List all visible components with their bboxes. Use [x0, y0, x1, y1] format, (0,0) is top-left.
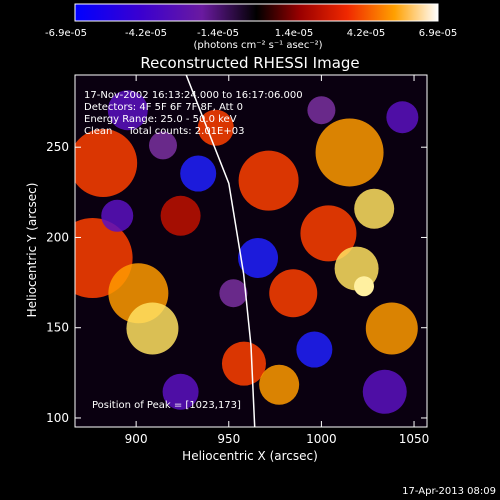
image-texture-blob — [101, 199, 134, 232]
annotation-clean: Clean Total counts: 2.01E+03 — [84, 126, 244, 137]
colorbar-tick-label: 6.9e-05 — [419, 28, 457, 39]
image-texture-blob — [386, 101, 419, 134]
peak-position-label: Position of Peak = [1023,173] — [92, 400, 241, 411]
heatmap-image — [75, 75, 427, 427]
y-tick-label: 250 — [46, 140, 69, 154]
image-texture-blob — [365, 302, 418, 355]
image-texture-blob — [238, 238, 279, 279]
image-texture-blob — [269, 269, 318, 318]
x-tick-label: 1000 — [306, 432, 337, 446]
colorbar-tick-label: 4.2e-05 — [347, 28, 385, 39]
x-tick-label: 1050 — [399, 432, 430, 446]
image-texture-blob — [162, 373, 199, 410]
colorbar-tick-label: 1.4e-05 — [275, 28, 313, 39]
x-tick-label: 900 — [125, 432, 148, 446]
image-texture-blob — [219, 279, 248, 308]
colorbar-tick-label: -1.4e-05 — [197, 28, 239, 39]
colorbar-unit-label: (photons cm⁻² s⁻¹ asec⁻²) — [193, 40, 322, 51]
chart-title: Reconstructed RHESSI Image — [140, 54, 359, 72]
image-texture-blob — [238, 150, 299, 211]
x-axis: 900 950 1000 1050 — [125, 75, 430, 446]
image-texture-blob — [221, 341, 266, 386]
x-tick-label: 950 — [217, 432, 240, 446]
image-texture-blob — [300, 205, 357, 262]
y-tick-label: 200 — [46, 230, 69, 244]
annotation-detectors: Detectors: 4F 5F 6F 7F 8F, Att 0 — [84, 102, 243, 113]
footer-timestamp: 17-Apr-2013 08:09 — [402, 486, 496, 497]
colorbar — [74, 3, 439, 22]
image-texture-blob — [149, 131, 177, 160]
image-texture-blob — [75, 129, 138, 197]
annotation-time: 17-Nov-2002 16:13:24.000 to 16:17:06.000 — [84, 90, 303, 101]
image-texture-blob — [307, 96, 336, 125]
x-axis-label: Heliocentric X (arcsec) — [182, 449, 318, 463]
image-texture-blob — [180, 155, 217, 192]
annotation-block: 17-Nov-2002 16:13:24.000 to 16:17:06.000… — [84, 90, 303, 137]
y-axis-label: Heliocentric Y (arcsec) — [25, 183, 39, 318]
colorbar-tick-label: -4.2e-05 — [125, 28, 167, 39]
image-texture-blob — [296, 331, 333, 368]
image-texture-blob — [315, 118, 384, 187]
y-tick-label: 150 — [46, 321, 69, 335]
colorbar-ticks: -6.9e-05 -4.2e-05 -1.4e-05 1.4e-05 4.2e-… — [45, 28, 457, 39]
y-axis: 100 150 200 250 — [46, 140, 427, 425]
image-texture-blob — [197, 109, 234, 146]
annotation-energy: Energy Range: 25.0 - 50.0 keV — [84, 114, 237, 125]
image-texture-blob — [354, 188, 395, 229]
peak-emission-spot — [354, 276, 375, 297]
image-texture-blob — [126, 302, 179, 355]
solar-limb-line — [185, 75, 256, 427]
colorbar-tick-label: -6.9e-05 — [45, 28, 87, 39]
image-texture-blob — [107, 90, 148, 131]
image-texture-blob — [362, 369, 407, 414]
y-tick-label: 100 — [46, 411, 69, 425]
image-texture-blob — [259, 364, 300, 405]
image-texture-blob — [160, 195, 201, 236]
plot-frame — [74, 74, 428, 428]
